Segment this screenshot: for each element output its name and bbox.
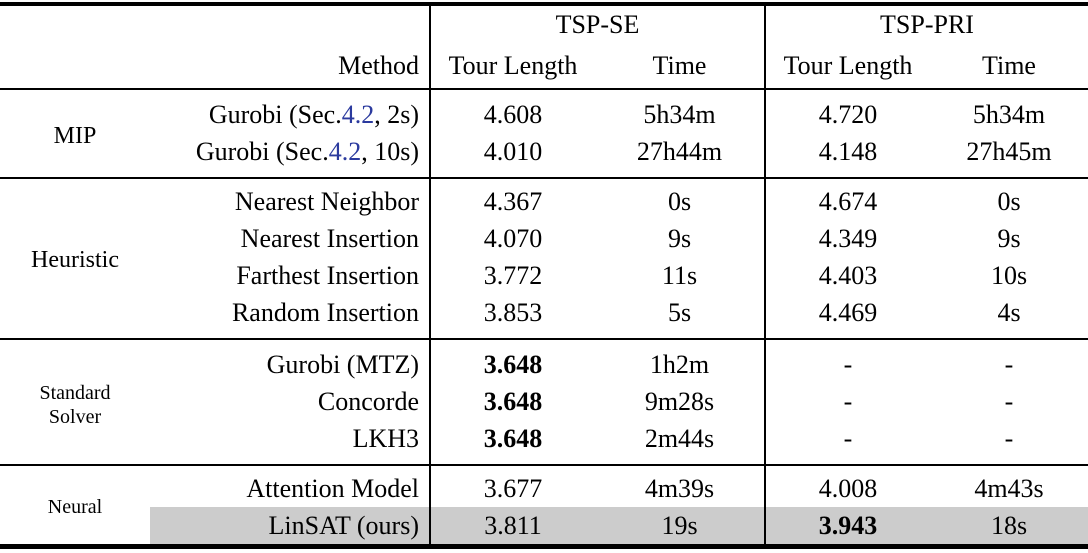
cell-pri-tour-length: 4.008	[764, 466, 930, 507]
cell-se-tour-length: 3.811	[429, 507, 595, 547]
cell-se-time: 4m39s	[644, 473, 715, 503]
table-row: Nearest Insertion 4.070 9s 4.349 9s	[0, 220, 1088, 257]
column-group-tsp-se: TSP-SE	[429, 4, 765, 44]
cell-se-tour-length: 3.648	[429, 340, 595, 383]
header-columns-row: Method Tour Length Time Tour Length Time	[0, 44, 1088, 88]
cell-pri-time: -	[1004, 349, 1014, 379]
column-header-method: Method	[338, 51, 419, 80]
cell-pri-time: 5h34m	[972, 99, 1046, 129]
cell-se-tour-length: 3.648	[429, 383, 595, 420]
header-spacer	[0, 44, 150, 88]
cell-se-time: 2m44s	[644, 423, 715, 453]
cell-pri-tour-length: 4.403	[764, 257, 930, 294]
cell-se-time: 5h34m	[643, 99, 716, 129]
cell-se-time: 0s	[667, 186, 692, 216]
cell-pri-time: -	[1004, 423, 1014, 453]
cell-se-tour-length: 4.367	[429, 179, 595, 220]
cell-pri-tour-length: 4.469	[764, 294, 930, 338]
cell-pri-time: 4s	[997, 297, 1021, 327]
cell-se-time: 1h2m	[649, 349, 710, 379]
cell-pri-tour-length: 4.674	[764, 179, 930, 220]
cell-se-time: 27h44m	[636, 136, 723, 166]
column-header-se-tour-length: Tour Length	[429, 44, 595, 88]
row-group-label-mip: MIP	[53, 123, 97, 149]
cell-se-time: 5s	[667, 297, 692, 327]
column-header-se-time: Time	[652, 51, 707, 80]
cell-pri-tour-length: -	[764, 420, 930, 464]
method-cell: LinSAT (ours)	[150, 507, 430, 547]
cell-pri-tour-length: 4.148	[764, 133, 930, 177]
cell-pri-tour-length: 3.943	[764, 507, 930, 547]
cell-se-tour-length: 3.677	[429, 466, 595, 507]
row-group-label-neural: Neural	[47, 496, 103, 518]
method-cell: Nearest Insertion	[240, 223, 419, 253]
method-cell: Gurobi (MTZ)	[266, 349, 419, 379]
table-row: Random Insertion 3.853 5s 4.469 4s	[0, 294, 1088, 338]
section-ref-link[interactable]: 4.2	[341, 99, 375, 129]
cell-se-time: 9s	[667, 223, 692, 253]
cell-se-tour-length: 4.010	[429, 133, 595, 177]
cell-se-time: 19s	[595, 507, 765, 547]
method-cell: Attention Model	[246, 473, 419, 503]
table-row: Farthest Insertion 3.772 11s 4.403 10s	[0, 257, 1088, 294]
section-rule	[0, 464, 1088, 466]
cell-pri-time: 4m43s	[974, 473, 1044, 503]
cell-pri-time: 18s	[930, 507, 1088, 547]
row-group-label-standard-solver: Standard Solver	[39, 382, 111, 428]
cell-pri-time: 27h45m	[966, 136, 1052, 166]
cell-pri-time: 0s	[997, 186, 1021, 216]
method-cell: Nearest Neighbor	[234, 186, 419, 216]
cell-pri-time: -	[1004, 386, 1014, 416]
cell-se-tour-length: 3.648	[429, 420, 595, 464]
table-row: Concorde 3.648 9m28s - -	[0, 383, 1088, 420]
section-ref-link[interactable]: 4.2	[328, 136, 362, 166]
column-header-pri-tour-length: Tour Length	[764, 44, 930, 88]
cell-pri-tour-length: -	[764, 383, 930, 420]
method-cell: Farthest Insertion	[236, 260, 419, 290]
table-row: Heuristic Nearest Neighbor 4.367 0s 4.67…	[0, 179, 1088, 273]
table-row: Standard Solver Gurobi (MTZ) 3.648 1h2m …	[0, 340, 1088, 428]
header-spacer	[0, 4, 430, 44]
table-row-highlighted-linsat: LinSAT (ours) 3.811 19s 3.943 18s	[0, 507, 1088, 547]
section-rule	[0, 177, 1088, 179]
method-cell: LKH3	[352, 423, 419, 453]
header-group-row: TSP-SE TSP-PRI	[0, 4, 1088, 44]
column-group-tsp-pri: TSP-PRI	[763, 4, 1088, 44]
section-rule	[0, 338, 1088, 340]
method-cell: Gurobi (Sec.4.2, 10s)	[195, 136, 419, 166]
table-row: MIP Gurobi (Sec.4.2, 2s) 4.608 5h34m 4.7…	[0, 90, 1088, 149]
column-header-pri-time: Time	[982, 51, 1036, 80]
header-rule	[0, 88, 1088, 90]
cell-se-tour-length: 3.772	[429, 257, 595, 294]
method-cell: Concorde	[317, 386, 419, 416]
table-row: LKH3 3.648 2m44s - -	[0, 420, 1088, 464]
cell-pri-tour-length: 4.720	[764, 90, 930, 133]
cell-pri-time: 10s	[990, 260, 1028, 290]
cell-pri-time: 9s	[997, 223, 1021, 253]
table-row: Gurobi (Sec.4.2, 10s) 4.010 27h44m 4.148…	[0, 133, 1088, 177]
method-cell: Gurobi (Sec.4.2, 2s)	[208, 99, 419, 129]
method-cell: Random Insertion	[231, 297, 419, 327]
table-row: Neural Attention Model 3.677 4m39s 4.008…	[0, 466, 1088, 518]
cell-se-tour-length: 4.608	[429, 90, 595, 133]
row-group-label-heuristic: Heuristic	[31, 247, 119, 273]
cell-se-tour-length: 4.070	[429, 220, 595, 257]
cell-pri-tour-length: 4.349	[764, 220, 930, 257]
cell-se-time: 11s	[661, 260, 698, 290]
cell-pri-tour-length: -	[764, 340, 930, 383]
cell-se-time: 9m28s	[644, 386, 715, 416]
cell-se-tour-length: 3.853	[429, 294, 595, 338]
